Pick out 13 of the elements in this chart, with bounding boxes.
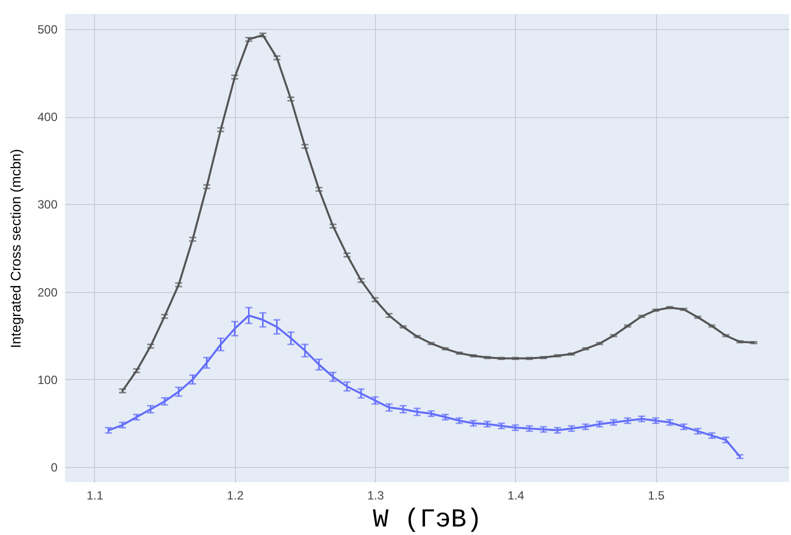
y-tick-label: 500 (37, 22, 58, 36)
x-axis-title: W (ГэВ) (372, 504, 482, 534)
x-tick-label: 1.2 (226, 488, 244, 502)
y-tick-label: 200 (37, 285, 58, 300)
y-tick-label: 0 (50, 460, 58, 475)
y-tick-label: 100 (37, 372, 58, 387)
x-tick-label: 1.1 (86, 488, 104, 502)
x-tick-label: 1.3 (367, 488, 384, 502)
y-tick-label: 400 (37, 110, 58, 124)
x-tick-label: 1.4 (508, 488, 525, 502)
x-tick-label: 1.5 (648, 488, 665, 502)
y-tick-label: 300 (37, 198, 58, 212)
y-axis-title: Integrated Cross section (mcbn) (7, 148, 24, 348)
